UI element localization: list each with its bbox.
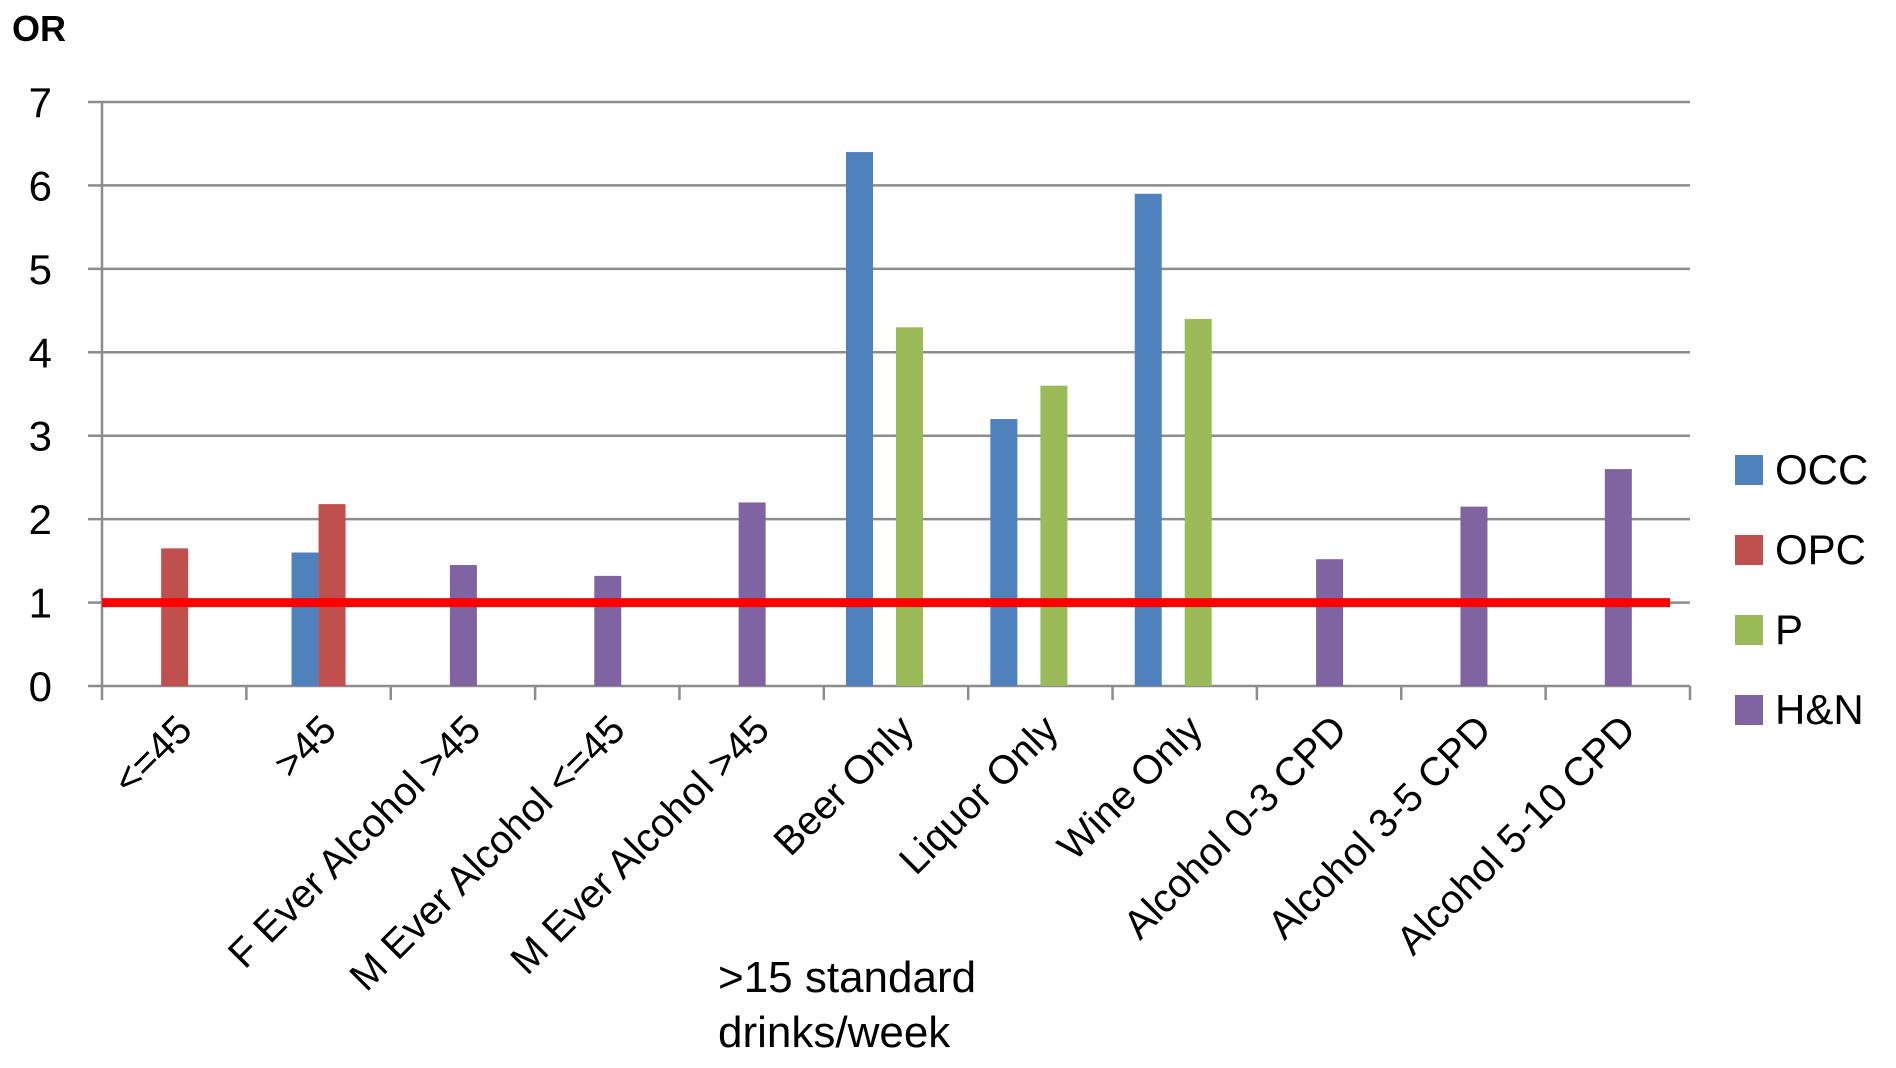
legend-label-opc: OPC: [1775, 526, 1867, 573]
bar-hn-8: [1316, 559, 1344, 686]
legend-label-occ: OCC: [1775, 446, 1869, 493]
legend-swatch-opc: [1735, 535, 1763, 565]
bar-occ-1: [291, 552, 319, 686]
x-tick-label: Alcohol 5-10 CPD: [1388, 707, 1644, 963]
legend-swatch-hn: [1735, 695, 1763, 725]
y-axis-title: OR: [12, 8, 66, 49]
legend-swatch-occ: [1735, 455, 1763, 485]
annotation-note: >15 standard drinks/week: [718, 953, 977, 1057]
x-tick-label: M Ever Alcohol <=45: [342, 707, 634, 999]
legend-item-hn: H&N: [1735, 670, 1868, 750]
x-tick-label: M Ever Alcohol >45: [502, 707, 778, 983]
bar-occ-6: [990, 419, 1018, 686]
legend-label-p: P: [1775, 606, 1804, 653]
legend-item-p: P: [1735, 590, 1868, 670]
x-tick-label: >45: [266, 707, 345, 786]
y-tick-label: 4: [29, 329, 52, 376]
y-tick-label: 1: [29, 580, 52, 627]
bar-opc-1: [318, 504, 346, 686]
x-tick-label: Beer Only: [765, 707, 922, 864]
bar-opc-0: [161, 548, 189, 686]
bar-p-6: [1040, 385, 1068, 686]
bar-hn-3: [594, 575, 622, 686]
bar-p-7: [1184, 318, 1212, 686]
bar-hn-10: [1604, 469, 1632, 686]
legend: OCC OPC P H&N: [1735, 430, 1868, 750]
legend-swatch-p: [1735, 615, 1763, 645]
legend-item-occ: OCC: [1735, 430, 1868, 510]
bars: [161, 152, 1632, 687]
y-tick-label: 7: [29, 79, 52, 126]
x-tick-label: <=45: [105, 707, 201, 803]
legend-label-hn: H&N: [1775, 686, 1864, 733]
y-tick-labels: 0 1 2 3 4 5 6 7: [29, 79, 52, 710]
bar-hn-2: [449, 565, 477, 686]
bar-hn-9: [1460, 506, 1488, 686]
bar-occ-5: [846, 152, 873, 687]
bar-hn-4: [738, 502, 766, 686]
y-tick-label: 5: [29, 246, 52, 293]
bar-p-5: [896, 327, 923, 686]
bar-occ-7: [1134, 193, 1162, 686]
y-tick-label: 2: [29, 496, 52, 543]
legend-item-opc: OPC: [1735, 510, 1868, 590]
y-tick-label: 3: [29, 413, 52, 460]
x-tick-label: F Ever Alcohol >45: [220, 707, 489, 976]
y-tick-label: 0: [29, 663, 52, 710]
y-tick-label: 6: [29, 162, 52, 209]
